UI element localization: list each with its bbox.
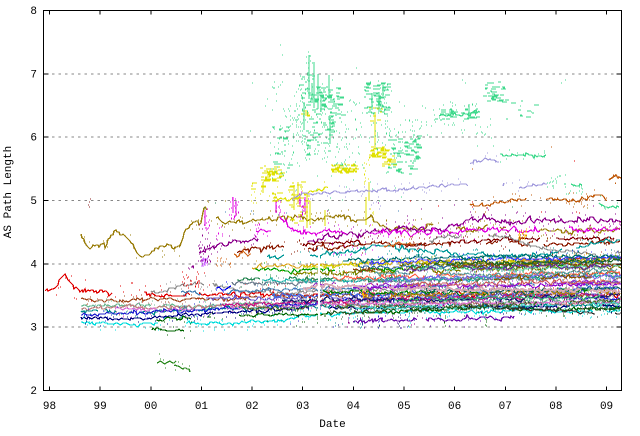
svg-text:01: 01: [195, 401, 209, 413]
svg-text:6: 6: [30, 133, 37, 145]
svg-text:07: 07: [499, 401, 512, 413]
svg-text:09: 09: [600, 401, 613, 413]
svg-text:00: 00: [144, 401, 157, 413]
svg-text:03: 03: [296, 401, 309, 413]
svg-text:5: 5: [30, 196, 37, 208]
svg-text:06: 06: [448, 401, 461, 413]
svg-text:7: 7: [30, 69, 37, 81]
svg-text:08: 08: [549, 401, 562, 413]
svg-text:02: 02: [245, 401, 258, 413]
svg-text:AS Path Length: AS Path Length: [3, 146, 15, 238]
svg-text:3: 3: [30, 323, 37, 335]
svg-text:4: 4: [30, 259, 37, 271]
svg-text:05: 05: [397, 401, 410, 413]
svg-text:98: 98: [43, 401, 56, 413]
svg-text:99: 99: [94, 401, 107, 413]
svg-text:04: 04: [347, 401, 361, 413]
svg-text:8: 8: [30, 6, 37, 18]
svg-text:Date: Date: [319, 419, 345, 431]
svg-text:2: 2: [30, 386, 37, 398]
